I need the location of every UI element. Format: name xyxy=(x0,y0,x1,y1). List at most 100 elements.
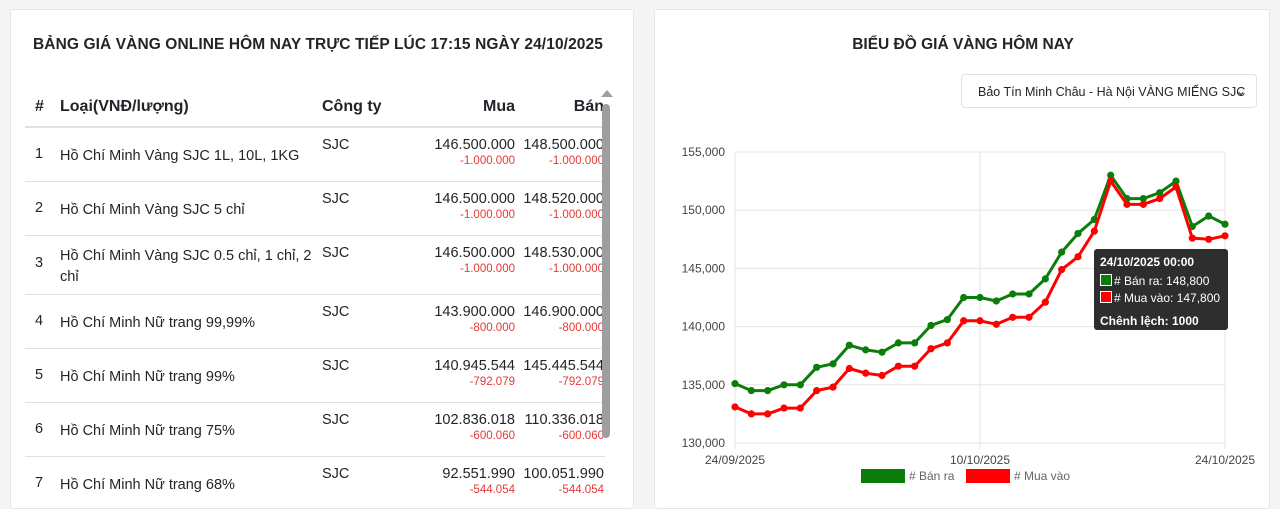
row-buy-diff: -1.000.000 xyxy=(460,263,515,275)
row-type: Hồ Chí Minh Nữ trang 99% xyxy=(60,369,235,385)
price-table: # Loại(VNĐ/lượng) Công ty Mua Bán 1 Hồ Ch… xyxy=(25,82,605,508)
row-buy-diff: -800.000 xyxy=(469,322,515,334)
row-index: 4 xyxy=(35,313,44,329)
price-table-title: BẢNG GIÁ VÀNG ONLINE HÔM NAY TRỰC TIẾP L… xyxy=(33,36,603,53)
company-select-value: Bảo Tín Minh Châu - Hà Nội VÀNG MIẾNG SJ… xyxy=(978,85,1246,99)
col-type-header: Loại(VNĐ/lượng) xyxy=(60,98,189,115)
row-company: SJC xyxy=(322,412,350,428)
row-sell-diff: -544.054 xyxy=(558,484,604,496)
buy-data-point xyxy=(780,404,788,412)
y-tick-label: 130,000 xyxy=(682,436,726,450)
buy-data-point xyxy=(731,403,739,411)
legend-sell-swatch xyxy=(861,469,905,483)
legend-buy-swatch xyxy=(966,469,1010,483)
tooltip-title: 24/10/2025 00:00 xyxy=(1100,255,1195,269)
buy-data-point xyxy=(927,345,935,353)
row-buy-price: 146.500.000 xyxy=(434,191,515,207)
sell-data-point xyxy=(829,360,837,368)
sell-data-point xyxy=(976,293,984,302)
sell-data-point xyxy=(894,339,902,347)
row-buy-cell: 102.836.018 -600.060 xyxy=(434,412,515,442)
row-index: 2 xyxy=(35,200,44,216)
row-buy-diff: -1.000.000 xyxy=(460,155,515,167)
row-type: Hồ Chí Minh Vàng SJC 0.5 chỉ, 1 chỉ, 2 c… xyxy=(60,248,312,285)
legend-item-sell[interactable]: # Bán ra xyxy=(861,469,954,485)
buy-data-point xyxy=(845,364,853,373)
sell-data-point xyxy=(1107,171,1115,179)
row-sell-cell: 146.900.000 -800.000 xyxy=(523,304,604,334)
row-buy-price: 140.945.544 xyxy=(434,358,515,374)
row-sell-diff: -600.060 xyxy=(558,430,604,442)
row-buy-price: 146.500.000 xyxy=(434,245,515,261)
company-select[interactable]: Bảo Tín Minh Châu - Hà Nội VÀNG MIẾNG SJ… xyxy=(961,74,1257,108)
row-type: Hồ Chí Minh Vàng SJC 5 chỉ xyxy=(60,202,245,218)
row-index: 6 xyxy=(35,421,44,437)
y-tick-label: 135,000 xyxy=(682,378,726,392)
price-line-chart: 130,000 135,000 140,000 145,000 150,000 155,0… xyxy=(682,145,1256,467)
chevron-down-icon: ⌄ xyxy=(1235,84,1246,98)
row-sell-cell: 148.500.000 -1.000.000 xyxy=(523,137,604,167)
row-buy-price: 102.836.018 xyxy=(434,412,515,428)
row-sell-diff: -1.000.000 xyxy=(549,263,604,275)
row-buy-price: 92.551.990 xyxy=(442,466,515,482)
row-company: SJC xyxy=(322,358,350,374)
row-buy-cell: 146.500.000 -1.000.000 xyxy=(434,245,515,275)
buy-data-point xyxy=(943,339,951,347)
tooltip-sell-line: # Bán ra: 148,800 xyxy=(1100,274,1209,288)
sell-data-point xyxy=(943,316,951,324)
scroll-thumb[interactable] xyxy=(602,104,610,438)
row-sell-cell: 110.336.018 -600.060 xyxy=(524,412,604,442)
buy-data-point xyxy=(862,369,870,377)
sell-data-point xyxy=(813,363,821,371)
buy-data-point xyxy=(1139,200,1147,208)
x-tick-label: 24/10/2025 xyxy=(1195,453,1255,467)
row-sell-cell: 145.445.544 -792.079 xyxy=(523,358,604,388)
sell-data-point xyxy=(747,387,755,395)
sell-data-point xyxy=(1221,220,1229,228)
row-type: Hồ Chí Minh Nữ trang 75% xyxy=(60,423,235,439)
col-sell-header: Bán xyxy=(573,98,604,115)
buy-data-point xyxy=(813,387,821,395)
row-company: SJC xyxy=(322,137,350,153)
row-buy-diff: -1.000.000 xyxy=(460,209,515,221)
row-type: Hồ Chí Minh Nữ trang 99,99% xyxy=(60,315,256,331)
buy-data-point xyxy=(911,362,919,370)
buy-data-point xyxy=(1221,232,1229,240)
row-company: SJC xyxy=(322,245,350,261)
buy-data-point xyxy=(960,317,968,325)
row-sell-price: 110.336.018 xyxy=(524,412,604,428)
sell-data-point xyxy=(731,380,739,388)
row-index: 5 xyxy=(35,367,44,383)
row-sell-diff: -1.000.000 xyxy=(549,209,604,221)
buy-data-point xyxy=(796,404,804,412)
row-buy-price: 146.500.000 xyxy=(434,137,515,153)
col-buy-header: Mua xyxy=(483,98,515,115)
tooltip-sell-text: # Bán ra: 148,800 xyxy=(1114,274,1210,288)
buy-data-point xyxy=(1009,313,1017,321)
table-row: 2 Hồ Chí Minh Vàng SJC 5 chỉ SJC 146.500.00… xyxy=(25,182,605,236)
tooltip-buy-swatch xyxy=(1100,291,1112,303)
buy-data-point xyxy=(1058,265,1066,274)
legend-buy-label: # Mua vào xyxy=(1014,469,1071,483)
row-sell-cell: 148.530.000 -1.000.000 xyxy=(523,245,604,275)
row-sell-price: 148.500.000 xyxy=(523,137,604,153)
scroll-up-arrow-icon[interactable] xyxy=(601,90,613,97)
legend-sell-label: # Bán ra xyxy=(909,469,955,483)
table-header: # Loại(VNĐ/lượng) Công ty Mua Bán xyxy=(25,82,605,128)
table-scrollbar[interactable] xyxy=(601,90,613,438)
buy-data-point xyxy=(829,383,837,391)
row-buy-cell: 146.500.000 -1.000.000 xyxy=(434,137,515,167)
row-sell-price: 148.530.000 xyxy=(523,245,604,261)
row-index: 7 xyxy=(35,475,44,491)
row-buy-cell: 143.900.000 -800.000 xyxy=(434,304,515,334)
row-sell-diff: -800.000 xyxy=(558,322,604,334)
legend-item-buy[interactable]: # Mua vào xyxy=(966,469,1070,485)
sell-data-point xyxy=(960,293,968,302)
table-row: 7 Hồ Chí Minh Nữ trang 68% SJC 92.551.990 -5… xyxy=(25,457,605,508)
row-type: Hồ Chí Minh Nữ trang 68% xyxy=(60,477,235,493)
sell-data-point xyxy=(764,387,772,395)
row-sell-diff: -1.000.000 xyxy=(549,155,604,167)
chart-card: BIỂU ĐỒ GIÁ VÀNG HÔM NAY Bảo Tín Minh Ch… xyxy=(654,9,1270,509)
row-buy-diff: -792.079 xyxy=(469,376,515,388)
row-sell-price: 146.900.000 xyxy=(523,304,604,320)
